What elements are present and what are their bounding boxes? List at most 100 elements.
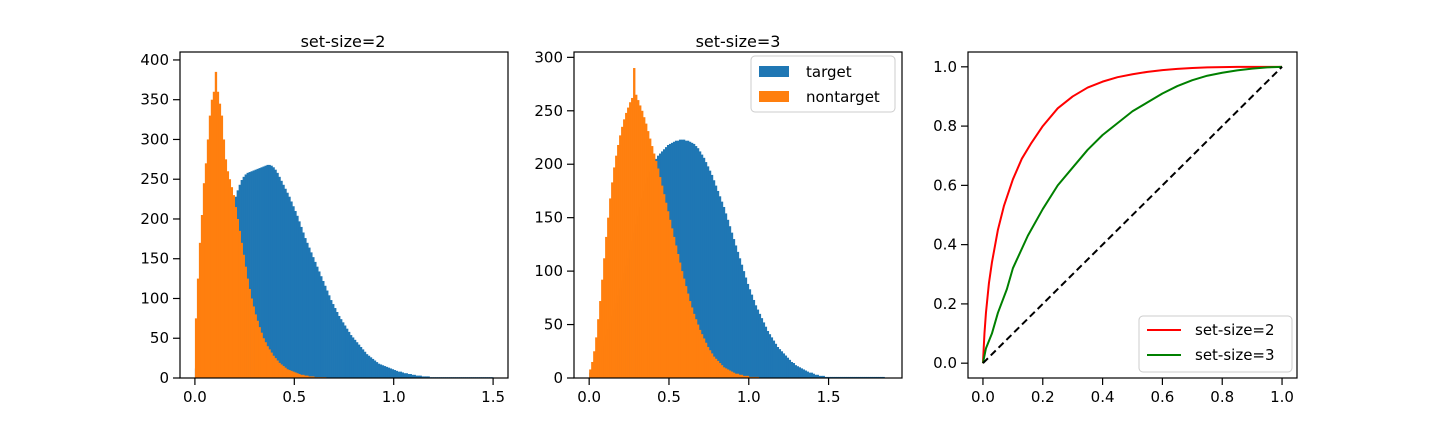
histogram-bar — [282, 184, 285, 378]
histogram-bar — [411, 374, 414, 378]
histogram-bar — [601, 279, 604, 378]
histogram-bar — [397, 371, 401, 378]
histogram-bar — [798, 367, 801, 378]
axes-group: 0.0 0.5 1.0 1.5 0 50 100 150 200 250 300 350 400 — [140, 51, 509, 406]
histogram-bar — [367, 355, 371, 378]
histogram-bar — [409, 374, 412, 378]
histogram-bar — [814, 374, 817, 378]
histogram-bar — [262, 166, 265, 378]
histogram-bar — [395, 370, 399, 378]
histogram-bar — [264, 165, 267, 378]
histogram-bar — [728, 226, 732, 378]
histogram-bar — [226, 171, 230, 378]
y-tick-label: 100 — [140, 289, 169, 307]
histogram-bar — [728, 370, 732, 378]
histogram-bar — [349, 335, 353, 378]
x-tick-label: 0.8 — [1210, 388, 1234, 406]
histogram-bar — [740, 264, 744, 378]
y-tick-label: 200 — [140, 210, 169, 228]
histogram-bar — [645, 123, 648, 378]
histogram-bar — [236, 218, 239, 378]
histogram-bar — [359, 346, 363, 378]
x-tick-label: 0.5 — [282, 388, 306, 406]
y-tick-label: 250 — [534, 102, 563, 120]
histogram-bar — [714, 358, 718, 378]
histogram-bar — [694, 319, 698, 378]
histogram-bar — [708, 170, 712, 378]
histogram-bar — [748, 289, 752, 378]
histogram-bar — [736, 251, 740, 378]
histogram-bar — [389, 368, 393, 378]
chart-title: set-size=2 — [301, 32, 386, 51]
histogram-bar — [278, 362, 281, 378]
histogram-bar — [647, 131, 650, 378]
histogram-bar — [609, 198, 612, 378]
histogram-bar — [340, 319, 343, 378]
histogram-bar — [375, 362, 379, 378]
histogram-bar — [212, 91, 216, 378]
histogram-bar — [816, 374, 819, 378]
histogram-bar — [704, 162, 708, 378]
histogram-bar — [224, 159, 228, 378]
histogram-bar — [208, 115, 212, 379]
histogram-bar — [254, 169, 257, 378]
histogram-bar — [353, 339, 357, 378]
histogram-bar — [784, 355, 788, 378]
histogram-bar — [696, 324, 700, 378]
histogram-bar — [246, 172, 249, 378]
histogram-bar — [286, 192, 289, 378]
y-tick-label: 1.0 — [933, 58, 957, 76]
histogram-bar — [603, 258, 606, 378]
histogram-bar — [702, 338, 706, 378]
series-nontarget — [589, 68, 760, 379]
histogram-bar — [393, 370, 397, 378]
y-tick-label: 0.8 — [933, 117, 957, 135]
histogram-bar — [268, 349, 271, 378]
histogram-bar — [682, 278, 686, 378]
histogram-bar — [274, 169, 277, 378]
histogram-bar — [214, 71, 218, 378]
histogram-bar — [802, 369, 805, 378]
histogram-bar — [639, 105, 642, 378]
y-tick-label: 0 — [553, 369, 563, 387]
histogram-bar — [218, 103, 222, 379]
histogram-bar — [421, 376, 424, 378]
histogram-bar — [776, 347, 780, 378]
histogram-bar — [196, 278, 200, 378]
histogram-bar — [292, 206, 295, 378]
histogram-bar — [686, 140, 690, 378]
histogram-bar — [720, 201, 724, 378]
histogram-bar — [768, 334, 772, 378]
y-tick-label: 0.4 — [933, 236, 957, 254]
histogram-bar — [680, 139, 684, 378]
histogram-bar — [403, 373, 406, 378]
histogram-bar — [373, 360, 377, 378]
y-tick-label: 200 — [534, 155, 563, 173]
histogram-bar — [330, 300, 333, 378]
histogram-bar — [806, 371, 809, 378]
histogram-bar — [718, 196, 722, 378]
histogram-bar — [230, 187, 234, 378]
histogram-bar — [764, 326, 768, 378]
histogram-bar — [625, 112, 628, 379]
histogram-bar — [334, 308, 337, 378]
histogram-bar — [272, 167, 275, 378]
histogram-bar — [708, 350, 712, 378]
histogram-bar — [712, 356, 716, 378]
histogram-bar — [593, 351, 596, 378]
histogram-bar — [262, 338, 265, 378]
histogram-bar — [250, 298, 253, 378]
roc-line-set-size=3 — [981, 65, 1283, 364]
histogram-bar — [220, 115, 224, 379]
histogram-bar — [736, 373, 740, 378]
histogram-bar — [310, 376, 313, 378]
histogram-bar — [672, 236, 676, 378]
histogram-bar — [363, 351, 367, 378]
legend-label-nontarget: nontarget — [806, 88, 880, 106]
histogram-bar — [629, 102, 632, 379]
histogram-bar — [423, 376, 426, 378]
legend: set-size=2 set-size=3 — [1138, 315, 1293, 373]
histogram-bar — [607, 217, 610, 378]
histogram-bar — [284, 367, 287, 378]
